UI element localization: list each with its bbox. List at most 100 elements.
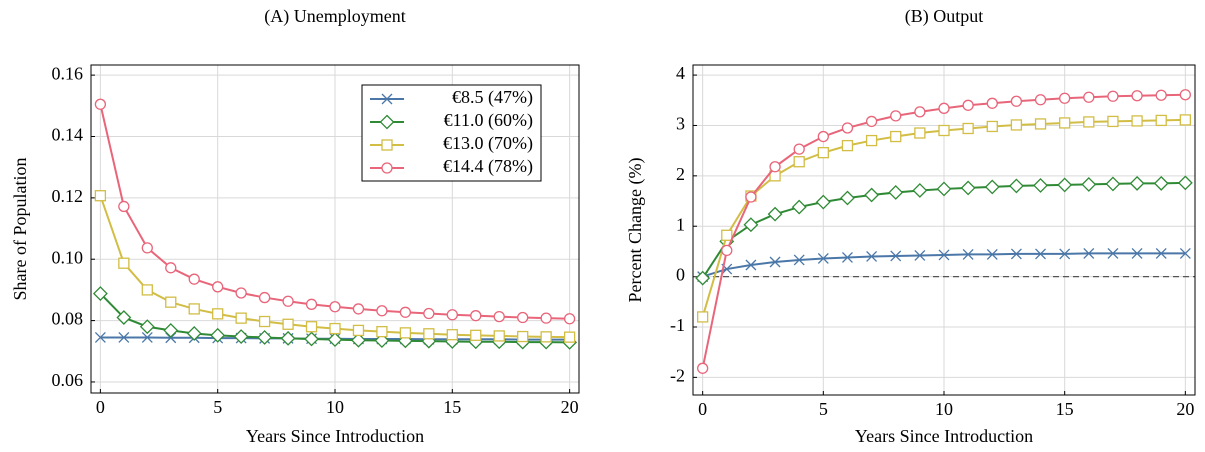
marker xyxy=(94,332,106,343)
marker xyxy=(1083,91,1095,103)
marker xyxy=(936,181,952,197)
y-tick-label: 0.10 xyxy=(52,247,84,267)
marker xyxy=(163,322,179,338)
marker xyxy=(118,257,130,269)
legend-label: €11.0 (60%) xyxy=(444,110,533,131)
marker xyxy=(1155,247,1167,259)
marker xyxy=(540,312,552,324)
marker xyxy=(212,281,224,293)
y-tick-label: 0.16 xyxy=(52,63,84,83)
marker xyxy=(257,330,273,345)
marker xyxy=(842,251,853,263)
y-axis-label: Percent Change (%) xyxy=(625,158,646,303)
marker xyxy=(1010,95,1023,107)
marker xyxy=(423,307,435,320)
x-axis-label: Years Since Introduction xyxy=(246,426,424,446)
y-tick-label: 2 xyxy=(676,164,685,184)
marker xyxy=(938,124,950,137)
marker xyxy=(1179,89,1191,101)
marker xyxy=(840,190,855,206)
marker xyxy=(282,295,294,307)
marker xyxy=(258,291,271,304)
marker xyxy=(517,330,529,343)
marker xyxy=(1179,114,1191,126)
legend-label: €14.4 (78%) xyxy=(443,156,533,177)
marker xyxy=(745,191,757,203)
marker xyxy=(697,362,709,374)
marker xyxy=(517,311,529,324)
marker xyxy=(1035,248,1046,260)
y-axis-label: Share of Population xyxy=(10,158,30,301)
legend-label: €8.5 (47%) xyxy=(452,87,533,108)
x-tick-label: 15 xyxy=(443,397,461,417)
marker xyxy=(165,262,177,274)
marker xyxy=(376,305,388,317)
marker xyxy=(493,310,505,323)
legend-marker xyxy=(379,114,395,130)
marker xyxy=(305,321,318,333)
marker xyxy=(1153,175,1169,191)
marker xyxy=(743,217,759,233)
marker xyxy=(165,296,177,308)
marker xyxy=(282,318,294,330)
marker xyxy=(92,286,108,302)
marker xyxy=(210,327,226,343)
marker xyxy=(1059,248,1071,260)
marker xyxy=(399,327,412,339)
marker xyxy=(186,326,202,341)
marker xyxy=(938,102,950,114)
marker xyxy=(212,308,224,320)
marker xyxy=(540,331,552,343)
marker xyxy=(141,242,153,254)
x-tick-label: 0 xyxy=(96,397,105,417)
marker xyxy=(1010,248,1022,260)
y-tick-label: -1 xyxy=(670,315,685,335)
marker xyxy=(890,110,902,122)
x-tick-label: 20 xyxy=(561,397,579,417)
x-tick-label: 10 xyxy=(326,397,344,417)
marker xyxy=(470,310,482,322)
marker xyxy=(116,310,132,325)
marker xyxy=(890,250,902,262)
marker xyxy=(695,270,711,286)
marker xyxy=(960,180,976,196)
marker xyxy=(118,200,130,213)
marker xyxy=(817,253,829,264)
marker xyxy=(986,97,998,109)
marker xyxy=(258,315,271,328)
y-tick-label: 0.08 xyxy=(52,309,84,329)
legend-marker xyxy=(381,139,393,151)
legend-frame xyxy=(361,84,542,182)
marker xyxy=(866,250,878,262)
x-tick-label: 0 xyxy=(698,399,707,419)
y-tick-label: -2 xyxy=(670,365,685,385)
marker xyxy=(769,161,781,173)
marker xyxy=(986,248,998,260)
plot-frame xyxy=(90,64,580,394)
marker xyxy=(139,319,155,335)
marker xyxy=(1008,178,1024,194)
marker xyxy=(1107,247,1119,259)
marker xyxy=(791,199,807,215)
y-tick-label: 4 xyxy=(676,63,685,83)
marker xyxy=(1107,115,1119,128)
marker xyxy=(1107,90,1119,102)
marker xyxy=(1083,116,1095,128)
marker xyxy=(962,248,974,260)
marker xyxy=(914,127,926,139)
chart-title: (B) Output xyxy=(905,6,984,27)
marker xyxy=(329,301,341,313)
marker xyxy=(305,298,318,310)
y-tick-label: 0.12 xyxy=(52,186,84,206)
marker xyxy=(769,256,781,268)
marker xyxy=(446,329,458,341)
marker xyxy=(815,194,831,210)
marker xyxy=(94,190,107,202)
marker xyxy=(141,332,153,343)
marker xyxy=(1131,247,1143,259)
marker xyxy=(1083,247,1095,259)
x-tick-label: 5 xyxy=(213,397,222,417)
marker xyxy=(1059,117,1071,129)
marker xyxy=(327,332,343,348)
marker xyxy=(235,287,247,299)
